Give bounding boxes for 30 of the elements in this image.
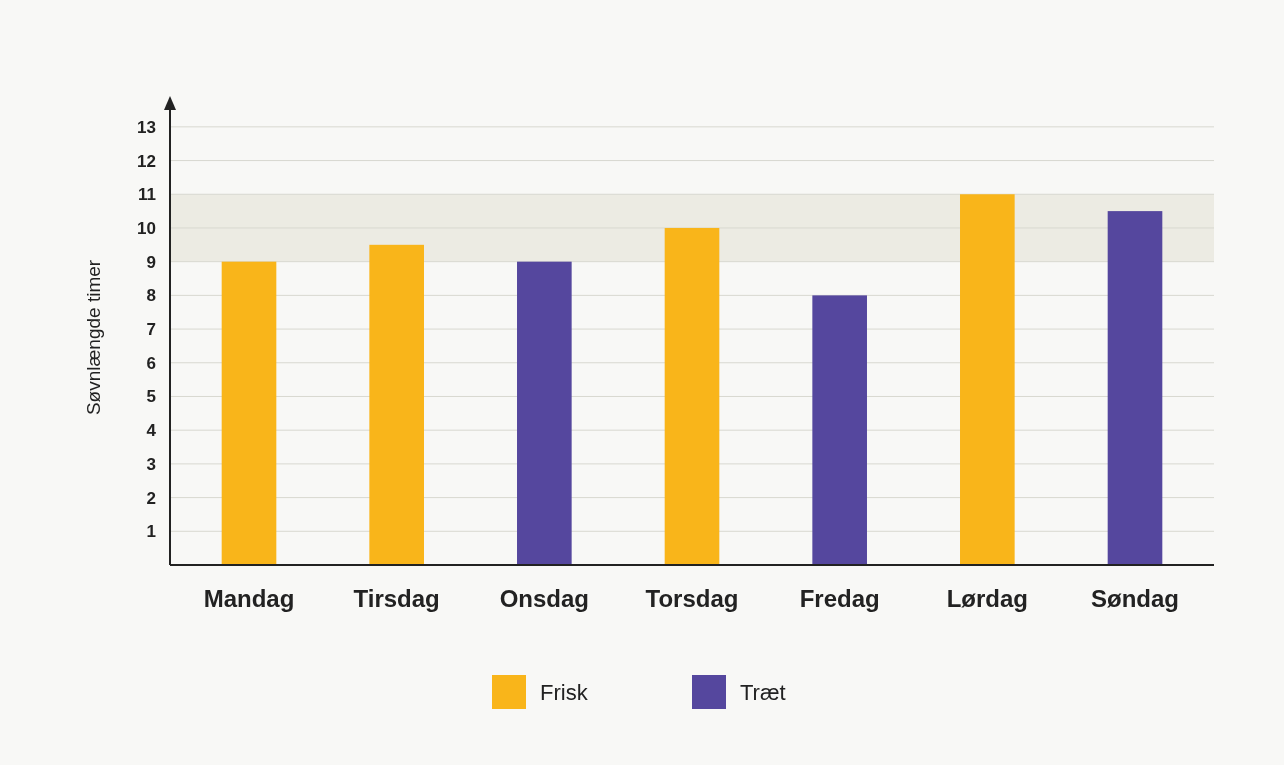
- y-tick-label: 11: [138, 185, 156, 205]
- y-tick-label: 7: [146, 320, 156, 340]
- bar: [517, 261, 572, 565]
- x-tick-label: Onsdag: [499, 585, 590, 612]
- x-tick-label: Fredag: [799, 585, 880, 612]
- legend-label: Frisk: [540, 679, 589, 705]
- y-tick-label: 1: [146, 522, 156, 542]
- x-tick-label: Tirsdag: [353, 585, 440, 612]
- y-tick-label: 9: [146, 252, 156, 272]
- bar: [664, 227, 720, 565]
- bar: [221, 261, 277, 565]
- y-tick-label: 12: [137, 151, 156, 171]
- y-tick-label: 10: [137, 218, 156, 238]
- x-tick-label: Lørdag: [946, 585, 1028, 612]
- y-tick-label: 6: [146, 353, 156, 373]
- legend-label: Træt: [740, 679, 786, 705]
- y-tick-label: 2: [146, 488, 156, 508]
- y-tick-label: 4: [146, 421, 157, 441]
- y-tick-label: 5: [146, 387, 156, 407]
- x-tick-label: Søndag: [1091, 585, 1179, 612]
- bar: [812, 295, 867, 565]
- bar: [369, 244, 424, 565]
- y-tick-label: 3: [146, 454, 156, 474]
- bar: [1107, 211, 1163, 565]
- bar: [960, 194, 1015, 565]
- x-tick-label: Mandag: [203, 585, 295, 612]
- y-axis-title: Søvnlængde timer: [83, 259, 104, 416]
- x-tick-label: Torsdag: [645, 585, 739, 612]
- y-tick-label: 13: [137, 117, 156, 137]
- y-tick-label: 8: [146, 286, 156, 306]
